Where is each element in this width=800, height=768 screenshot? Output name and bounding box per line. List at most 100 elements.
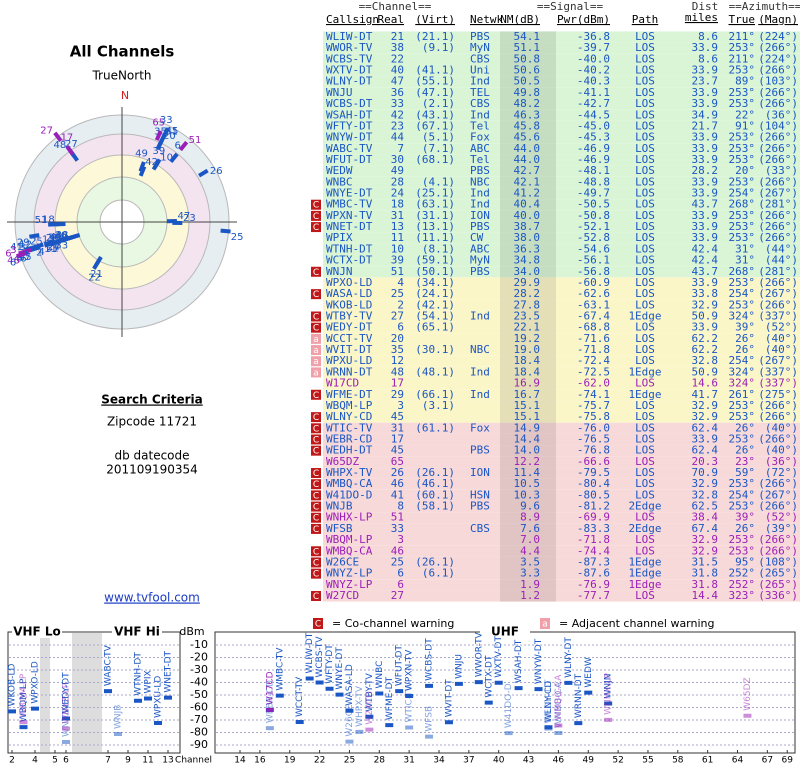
warning-mark: C [313,424,319,434]
table-cell: LOS [635,209,655,222]
table-cell: WEDY-DT [326,321,373,334]
table-cell: 1Edge [628,365,661,378]
table-cell: LOS [635,86,655,99]
table-cell: (267°) [758,287,798,300]
spectrum-label: WVIT-DT [444,679,454,718]
row-background [323,400,800,412]
table-cell: WLIW-DT [326,30,373,43]
warning-badge [311,546,321,557]
table-cell: 17 [391,377,404,390]
table-cell: (65.1) [415,321,455,334]
row-background [323,199,800,211]
row-background [323,266,800,278]
table-cell: -42.7 [577,97,610,110]
table-cell: 25 [391,287,404,300]
table-cell: -54.6 [577,242,610,255]
table-cell: (59.1) [415,254,455,267]
table-cell: 14.4 [514,432,541,445]
table-cell: (266°) [758,399,798,412]
table-cell: 40.4 [514,198,541,211]
warning-badge [311,479,321,490]
table-cell: 7 [397,142,404,155]
band-title-bg [480,626,530,638]
table-cell: 4.4 [520,544,540,557]
table-cell: 33.9 [692,432,719,445]
warning-mark: C [313,592,319,602]
polar-label: 22 [88,272,101,283]
table-cell: 42.4 [692,254,719,267]
site-link[interactable]: www.tvfool.com [104,591,200,605]
spectrum-label: WPXN-TV [405,649,415,691]
table-cell: WEDW [326,164,353,177]
y-tick-label: -40 [190,676,208,689]
table-cell: 35 [391,343,404,356]
table-cell: 32.8 [692,488,719,501]
table-cell: LOS [635,511,655,524]
polar-label: 33 [160,115,173,126]
table-cell: 67.4 [692,522,719,535]
row-background [323,389,800,401]
table-cell: (66.1) [415,388,455,401]
table-cell: (266°) [758,220,798,233]
table-cell: LOS [635,354,655,367]
band-title: VHF Lo [13,625,61,639]
table-cell: 2Edge [628,500,661,513]
table-cell: 46 [391,477,404,490]
table-cell: (265°) [758,578,798,591]
table-cell: 16.7 [514,388,541,401]
table-cell: 18.4 [514,365,541,378]
table-cell: 33.9 [692,64,719,77]
y-tick-label: -50 [190,688,208,701]
polar-label: 38 [56,230,69,241]
polar-marker [161,127,170,139]
channel-label: 14 [234,756,246,766]
table-cell: 41.2 [514,187,541,200]
table-cell: (267°) [758,488,798,501]
table-cell: 27 [391,310,404,323]
row-background [323,512,800,524]
warning-badge [311,468,321,479]
table-cell: WASA-LD [326,287,372,300]
table-cell: 34.0 [514,265,541,278]
table-cell: 7.0 [520,533,540,546]
table-cell: -46.9 [577,142,610,155]
warning-mark: C [313,547,319,557]
table-cell: (266°) [758,142,798,155]
spectrum-label: WTIC-TV [405,684,415,722]
table-cell: 62.4 [692,444,719,457]
table-cell: (67.1) [415,119,455,132]
row-background [323,355,800,367]
table-cell: 26° [735,444,755,457]
table-cell: Ind [470,310,490,323]
table-cell: -62.0 [577,377,610,390]
channel-label: 37 [463,756,474,766]
group-header: ==Signal== [537,0,604,13]
table-cell: 1Edge [628,388,661,401]
table-cell: LOS [635,488,655,501]
table-cell: -76.9 [577,578,610,591]
channel-label: 31 [403,756,414,766]
table-cell: 39° [735,511,755,524]
table-cell: PBS [470,30,490,43]
row-background [323,456,800,468]
table-cell: WNJB [326,500,353,513]
table-cell: LOS [635,75,655,88]
polar-plot: N213822404736334223447304928241831131110… [5,89,243,337]
spectrum-label: WEBR-CD [265,680,275,723]
table-cell: (43.1) [415,108,455,121]
table-cell: LOS [635,377,655,390]
column-header: Real [378,13,405,26]
legend-text: = Adjacent channel warning [559,617,715,630]
table-cell: 15.1 [514,410,541,423]
table-cell: WRNN-DT [326,365,373,378]
warning-badge [311,289,321,300]
table-cell: LOS [635,321,655,334]
table-cell: -41.1 [577,86,610,99]
table-cell: 253° [729,209,756,222]
table-cell: 29.9 [514,276,541,289]
table-cell: 8.6 [698,30,718,43]
row-background [323,154,800,166]
table-cell: -39.7 [577,41,610,54]
